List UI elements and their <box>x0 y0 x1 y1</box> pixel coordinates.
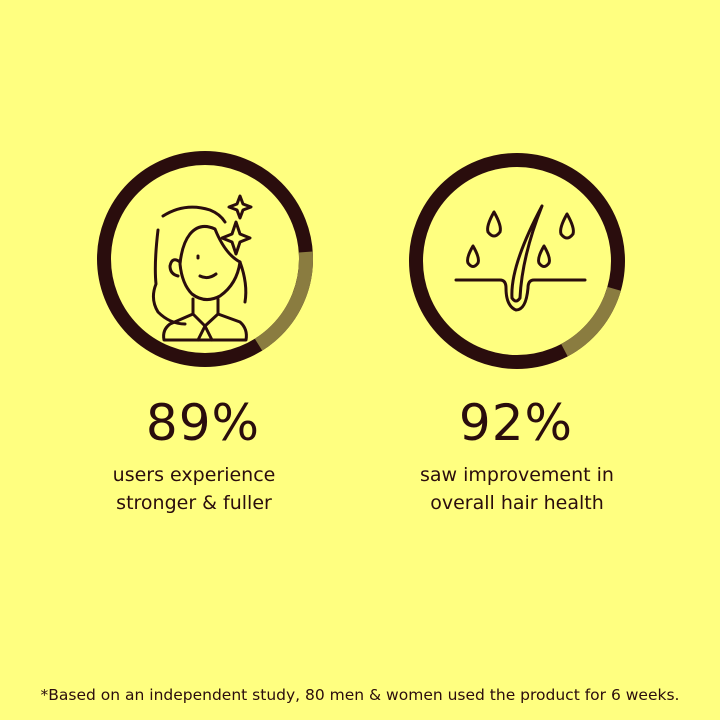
stat-ring-1 <box>97 151 313 367</box>
hair-follicle-drops-icon <box>454 204 587 312</box>
woman-sparkle-icon <box>151 194 253 342</box>
caption-line: stronger & fuller <box>116 492 272 514</box>
stat-ring-2 <box>409 153 625 369</box>
footnote: *Based on an independent study, 80 men &… <box>40 686 680 704</box>
stat-value-1: 89% <box>145 394 261 452</box>
stat-caption-2: saw improvement in overall hair health <box>357 461 677 517</box>
stat-value-2: 92% <box>458 394 574 452</box>
caption-line: overall hair health <box>430 492 604 514</box>
caption-line: saw improvement in <box>420 464 614 486</box>
caption-line: users experience <box>112 464 276 486</box>
stat-caption-1: users experience stronger & fuller <box>34 461 354 517</box>
